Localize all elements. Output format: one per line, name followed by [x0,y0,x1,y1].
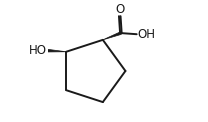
Text: OH: OH [137,28,155,41]
Text: HO: HO [29,44,47,57]
Polygon shape [103,32,121,40]
Text: O: O [115,3,124,16]
Polygon shape [47,49,66,52]
